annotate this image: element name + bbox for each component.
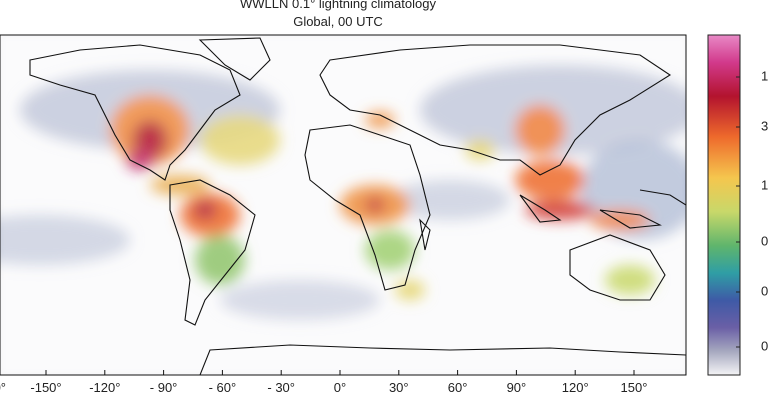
x-tick-label: - 60° — [209, 380, 237, 395]
x-tick-label: 120° — [562, 380, 589, 395]
colorbar-tick-label: 1 — [761, 177, 768, 192]
x-tick-label: -120° — [89, 380, 120, 395]
x-tick-label: 0° — [0, 380, 6, 395]
map-subtitle: Global, 00 UTC — [293, 14, 383, 29]
x-tick-label: 150° — [621, 380, 648, 395]
map-title: WWLLN 0.1° lightning climatology — [240, 0, 436, 11]
map-area — [0, 35, 686, 375]
map-frame — [0, 34, 687, 376]
colorbar-tick-label: 0 — [761, 338, 768, 353]
x-tick-label: 90° — [507, 380, 527, 395]
x-tick-label: -150° — [30, 380, 61, 395]
coastlines — [29, 37, 686, 375]
colorbar-tick-label: 1 — [761, 68, 768, 83]
colorbar-tick-label: 0 — [761, 283, 768, 298]
x-tick-label: - 30° — [267, 380, 295, 395]
x-tick-label: - 90° — [150, 380, 178, 395]
colorbar-tick-label: 0 — [761, 233, 768, 248]
x-tick-label: 0° — [334, 380, 346, 395]
colorbar — [707, 34, 741, 376]
colorbar-tick-label: 3 — [761, 118, 768, 133]
x-tick-label: 60° — [448, 380, 468, 395]
x-tick-label: 30° — [389, 380, 409, 395]
